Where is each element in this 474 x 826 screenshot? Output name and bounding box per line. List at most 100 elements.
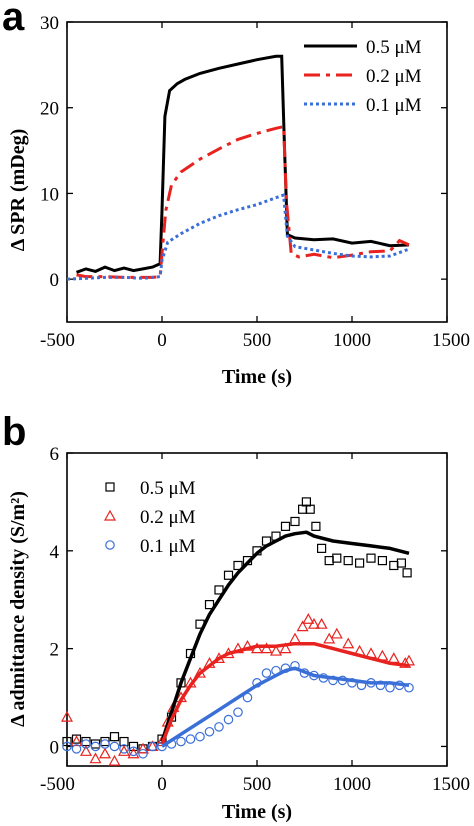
data-point — [269, 644, 283, 656]
legend-marker — [103, 509, 117, 521]
data-point — [317, 543, 327, 553]
y-tick-label: 2 — [50, 640, 60, 661]
data-point — [119, 744, 129, 754]
data-point — [62, 736, 72, 747]
data-point — [214, 585, 224, 595]
x-tick-label: 500 — [243, 330, 272, 351]
data-point — [138, 748, 148, 759]
data-point — [260, 642, 273, 654]
data-point — [311, 521, 321, 531]
panel-b-letter: b — [2, 410, 26, 454]
data-point — [355, 558, 365, 568]
data-point — [204, 726, 215, 737]
data-point — [332, 553, 342, 563]
y-tick-label: 6 — [50, 444, 60, 465]
legend-marker — [105, 540, 115, 550]
x-tick-label: 1500 — [432, 330, 470, 351]
data-point — [62, 741, 72, 752]
fit-line — [161, 666, 410, 748]
data-point — [315, 617, 328, 629]
data-point — [195, 731, 205, 742]
data-point — [223, 714, 234, 725]
panel-b-plot-frame — [66, 452, 448, 767]
data-point — [389, 560, 399, 571]
data-point — [307, 617, 321, 629]
data-point — [127, 747, 140, 759]
legend-label: 0.1 μM — [366, 95, 422, 116]
x-tick-label: 500 — [243, 774, 272, 795]
data-point — [377, 555, 387, 566]
data-point — [328, 675, 338, 686]
data-point — [214, 722, 224, 732]
y-tick-label: 0 — [50, 270, 60, 291]
data-point — [330, 627, 343, 639]
data-point — [176, 736, 186, 747]
y-tick-label: 0 — [50, 737, 60, 758]
series-line-0-5um — [75, 54, 410, 274]
data-point — [387, 652, 400, 664]
data-point — [366, 553, 376, 563]
x-tick-label: 1000 — [333, 774, 371, 795]
data-point — [100, 739, 110, 749]
panel-a-letter: a — [2, 0, 25, 39]
legend-label: 0.5 μM — [366, 37, 422, 58]
panel-a-ticks: -500 0 500 1000 1500 0 10 20 30 — [40, 13, 470, 351]
fit-line — [160, 641, 410, 745]
panel-a-y-axis-title: Δ SPR (mDeg) — [7, 129, 29, 252]
panel-b-chart: b -500 0 500 1000 1500 0 2 4 6 0.5 μM 0.2 μM 0.1 μ… — [2, 410, 470, 823]
panel-b-ticks: -500 0 500 1000 1500 0 2 4 6 — [40, 444, 470, 795]
data-point — [305, 504, 315, 514]
x-tick-label: 0 — [157, 774, 167, 795]
data-point — [147, 741, 158, 752]
panel-b-legend: 0.5 μM 0.2 μM 0.1 μM — [103, 478, 196, 557]
data-point — [279, 642, 292, 654]
data-point — [375, 680, 386, 691]
data-point — [109, 732, 120, 742]
x-tick-label: -500 — [40, 774, 75, 795]
data-point — [324, 555, 334, 566]
legend-label: 0.1 μM — [140, 536, 196, 557]
data-point — [343, 555, 353, 566]
y-tick-label: 4 — [50, 542, 60, 563]
data-point — [89, 752, 102, 764]
data-point — [233, 560, 243, 571]
data-point — [399, 657, 412, 668]
legend-marker — [105, 482, 115, 492]
data-point — [71, 734, 82, 744]
y-tick-label: 30 — [40, 13, 59, 34]
x-tick-label: 1000 — [333, 330, 371, 351]
panel-b-series — [60, 497, 416, 766]
data-point — [79, 745, 93, 756]
data-point — [396, 558, 406, 568]
panel-a-x-axis-title: Time (s) — [222, 366, 292, 388]
legend-label: 0.5 μM — [140, 478, 196, 499]
data-point — [108, 754, 121, 766]
x-tick-label: -500 — [40, 330, 75, 351]
data-point — [98, 747, 112, 759]
data-point — [90, 741, 101, 752]
data-point — [376, 649, 389, 661]
fit-line — [160, 530, 410, 743]
data-point — [288, 632, 302, 644]
data-point — [128, 746, 139, 757]
y-tick-label: 20 — [40, 99, 59, 120]
data-point — [109, 741, 120, 752]
panel-a-legend: 0.5 μM 0.2 μM 0.1 μM — [304, 37, 422, 116]
data-point — [302, 613, 315, 624]
panel-b-y-axis-title: Δ admittance density (S/m²) — [7, 491, 29, 727]
data-point — [71, 744, 82, 754]
panel-b-x-axis-title: Time (s) — [222, 801, 292, 823]
data-point — [128, 741, 139, 752]
data-point — [136, 742, 150, 754]
legend-label: 0.2 μM — [366, 66, 422, 87]
data-point — [402, 568, 412, 578]
data-point — [185, 734, 196, 744]
data-point — [280, 521, 291, 531]
y-tick-label: 10 — [40, 184, 59, 205]
data-point — [261, 668, 272, 678]
data-point — [233, 707, 243, 718]
data-point — [223, 570, 234, 580]
data-point — [70, 735, 83, 747]
data-point — [290, 516, 300, 527]
